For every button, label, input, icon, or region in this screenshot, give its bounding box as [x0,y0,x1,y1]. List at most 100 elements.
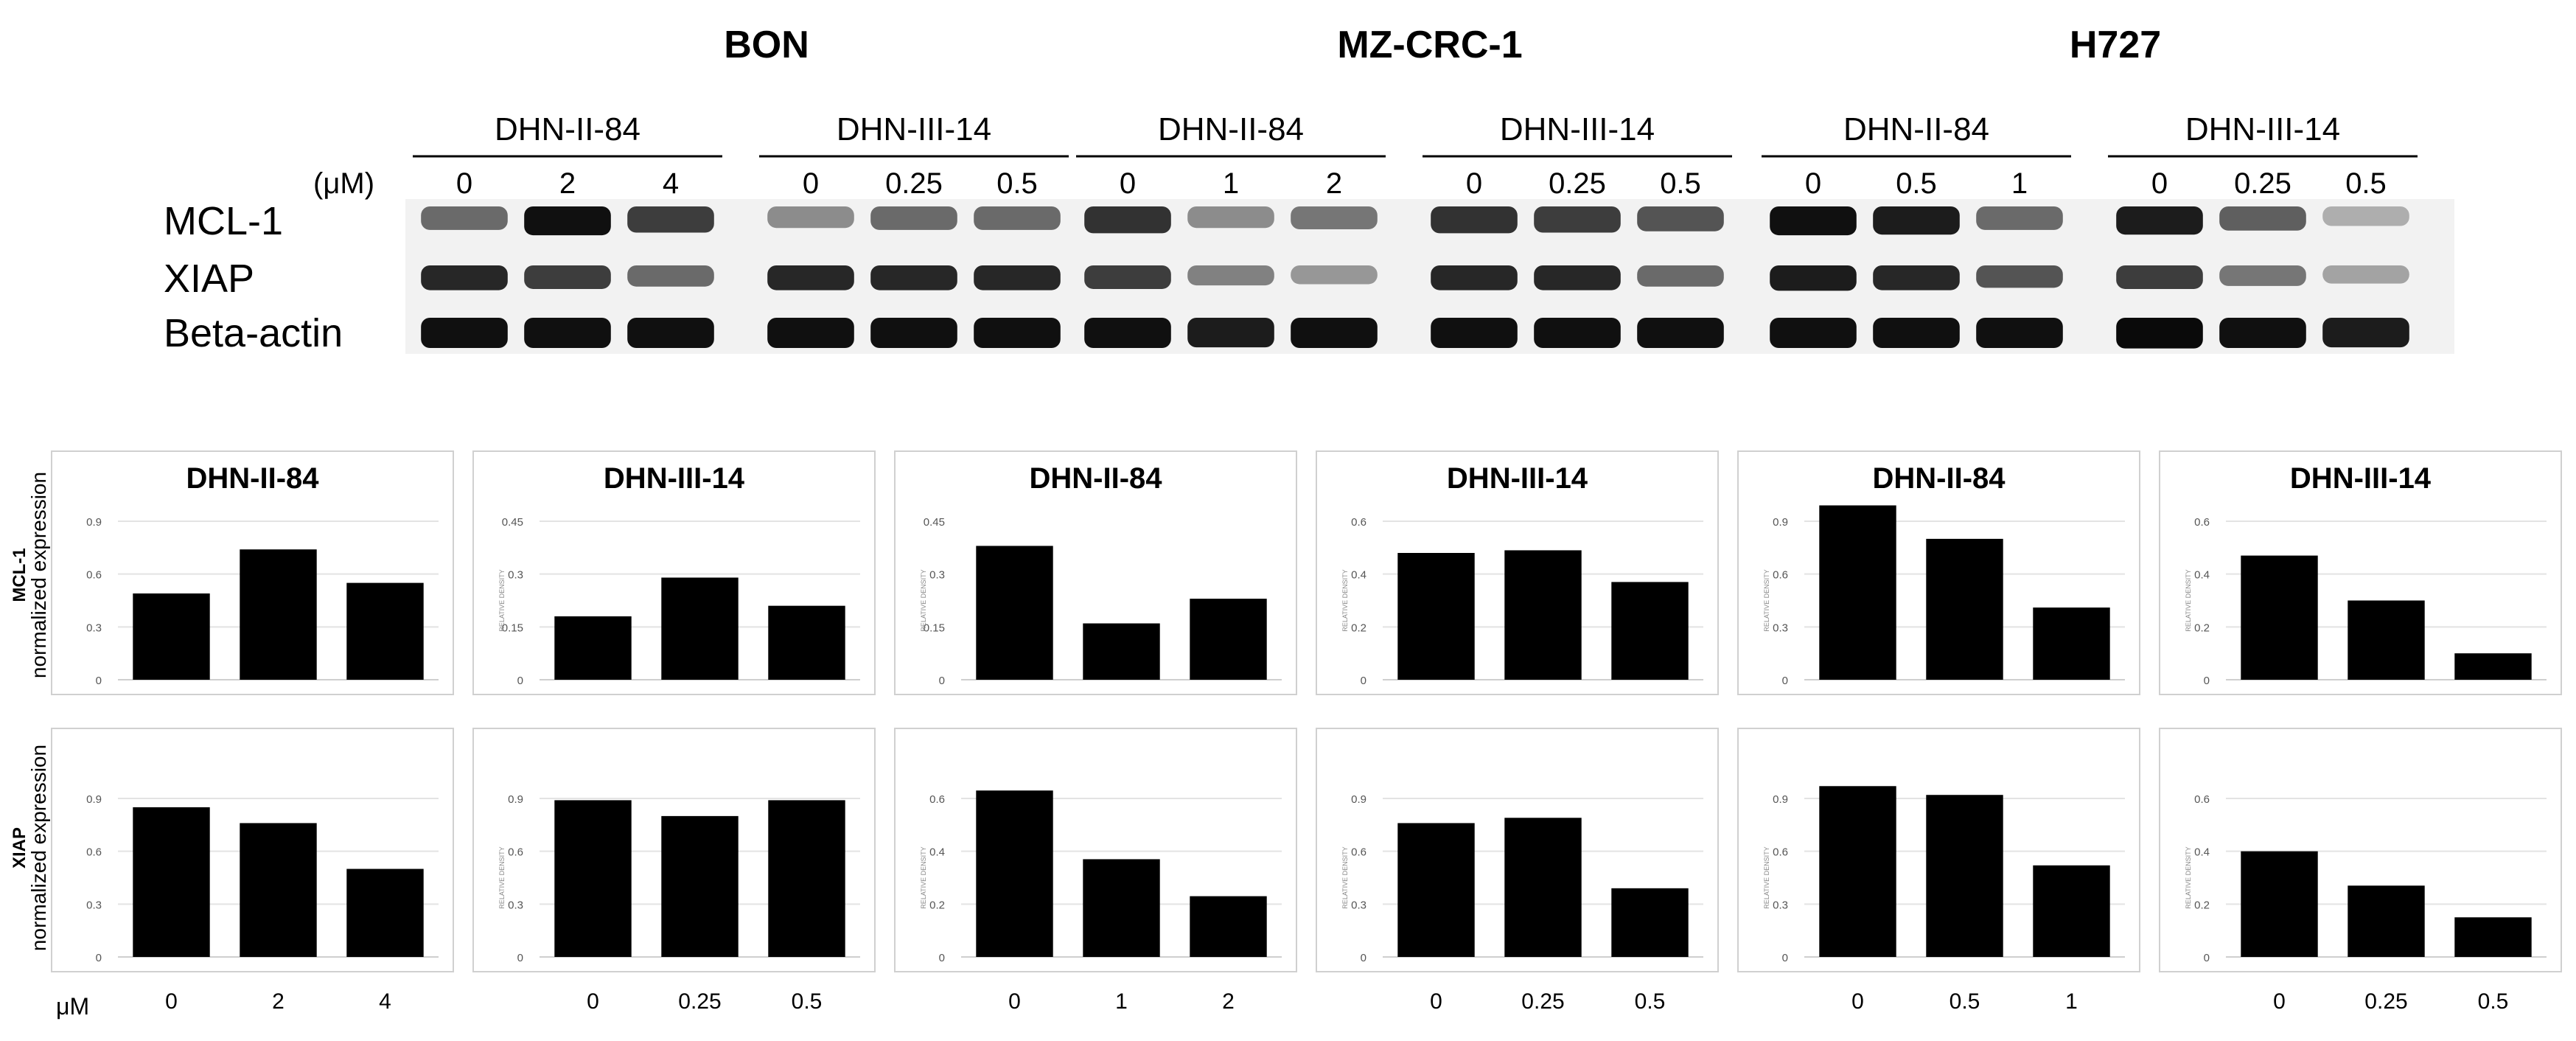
blot-dose-label: 1 [2011,167,2028,200]
x-tick-label: 0 [2273,989,2286,1014]
x-unit-label: μM [56,993,89,1020]
x-tick-label: 1 [2065,989,2078,1014]
chart-title: DHN-III-14 [2290,462,2432,495]
bar-2 [240,549,317,680]
bar-0 [2241,851,2318,957]
bar-0 [1397,823,1475,957]
chart-title: DHN-II-84 [186,462,319,495]
bar-0-25 [661,815,739,957]
bar-0-25 [1504,550,1582,680]
y-tick-label: 0 [1782,952,1788,964]
band-beta-actin-dhn-ii-84-2 [1291,318,1378,349]
bar-0 [1819,786,1896,957]
blot-drug-label: DHN-II-84 [1158,111,1304,147]
y-axis-label: RELATIVE DENSITY [2185,569,2192,631]
y-axis-label: RELATIVE DENSITY [498,846,506,908]
chart-h727-mcl-1-dhn-ii-84: DHN-II-84 0 0.3 0.6 0.9 RELATIVE DENSITY [1737,450,2140,695]
x-tick-label: 2 [1222,989,1235,1014]
y-tick-label: 0 [939,675,945,687]
y-tick-label: 0.4 [929,846,945,859]
blot-drug-label: DHN-II-84 [1843,111,1989,147]
y-tick-label: 0.3 [508,569,523,582]
chart-h727-xiap-dhn-iii-14: 0 0.2 0.4 0.6 RELATIVE DENSITY 0 0.25 0.5 [2159,728,2562,1014]
chart-mz-crc-1-mcl-1-dhn-ii-84: DHN-II-84 0 0.15 0.3 0.45 RELATIVE DENSITY [894,450,1297,695]
x-tick-label: 0.25 [678,989,721,1014]
blot-dose-label: 0.5 [1896,167,1937,200]
band-xiap-dhn-ii-84-0 [1770,265,1857,291]
band-xiap-dhn-iii-14-0 [2116,265,2203,289]
band-beta-actin-dhn-iii-14-0-25 [1534,318,1621,349]
blot-dose-label: 0.25 [1549,167,1606,200]
band-beta-actin-dhn-ii-84-2 [524,318,611,349]
blot-unit-label: (μM) [313,167,374,200]
chart-bon-xiap-dhn-iii-14: 0 0.3 0.6 0.9 RELATIVE DENSITY 0 0.25 0.5 [472,728,876,1014]
x-tick-label: 0 [165,989,178,1014]
band-beta-actin-dhn-iii-14-0-5 [1637,318,1724,349]
band-mcl-1-dhn-iii-14-0-25 [1534,206,1621,233]
y-tick-label: 0.6 [2194,793,2210,806]
side-ylabel: normalized expression [27,745,50,951]
bar-1 [2033,607,2110,680]
chart-mz-crc-1-mcl-1-dhn-iii-14: DHN-III-14 0 0.2 0.4 0.6 RELATIVE DENSITY [1316,450,1719,695]
band-mcl-1-dhn-iii-14-0 [767,206,854,229]
band-mcl-1-dhn-iii-14-0 [1431,206,1518,234]
bar-0 [133,807,210,957]
blot-dose-label: 0 [1120,167,1136,200]
band-xiap-dhn-iii-14-0-25 [2219,265,2306,286]
y-tick-label: 0 [1361,952,1366,964]
blot-drug-label: DHN-III-14 [837,111,991,147]
blot-row-label-xiap: XIAP [164,257,254,301]
blot-dose-label: 1 [1223,167,1239,200]
chart-bon-mcl-1-dhn-ii-84: DHN-II-84 0 0.3 0.6 0.9 [51,450,454,695]
x-tick-label: 0.5 [1950,989,1980,1014]
bar-0-5 [2454,653,2532,680]
side-ylabel: normalized expression [27,472,50,678]
x-tick-label: 0.5 [1635,989,1666,1014]
x-tick-label: 0 [587,989,599,1014]
y-tick-label: 0.6 [508,846,523,859]
x-tick-label: 0.5 [2478,989,2509,1014]
blot-drug-label: DHN-III-14 [1500,111,1655,147]
y-tick-label: 0.9 [1773,516,1788,529]
chart-bon-mcl-1-dhn-iii-14: DHN-III-14 0 0.15 0.3 0.45 RELATIVE DENSITY [472,450,876,695]
y-tick-label: 0.2 [929,899,945,911]
band-mcl-1-dhn-iii-14-0-25 [870,206,957,230]
blot-dose-label: 0 [1805,167,1821,200]
y-tick-label: 0.6 [929,793,945,806]
x-tick-label: 0 [1430,989,1442,1014]
y-tick-label: 0.4 [2194,846,2210,859]
bar-0 [1819,505,1896,680]
y-tick-label: 0.3 [929,569,945,582]
blot-dose-label: 0.25 [2234,167,2291,200]
blot-dose-label: 0.5 [1660,167,1701,200]
chart-title: DHN-II-84 [1872,462,2006,495]
band-mcl-1-dhn-iii-14-0-5 [1637,206,1724,231]
bar-0 [976,546,1053,680]
y-tick-label: 0 [2204,952,2210,964]
y-axis-label: RELATIVE DENSITY [920,569,927,631]
y-axis-label: RELATIVE DENSITY [1341,569,1349,631]
y-tick-label: 0.9 [1351,793,1366,806]
y-tick-label: 0.2 [2194,899,2210,911]
y-tick-label: 0.3 [86,622,102,634]
band-mcl-1-dhn-ii-84-0 [1084,206,1171,234]
y-tick-label: 0.4 [1351,569,1366,582]
blot-dose-label: 0 [803,167,819,200]
band-beta-actin-dhn-ii-84-4 [627,318,714,349]
y-tick-label: 0.3 [508,899,523,911]
band-xiap-dhn-ii-84-1 [1187,265,1274,286]
blot-dose-label: 0.5 [996,167,1038,200]
band-mcl-1-dhn-ii-84-1 [1187,206,1274,229]
band-beta-actin-dhn-ii-84-0 [421,318,508,349]
bar-0-5 [1926,538,2003,680]
bar-0-25 [1504,818,1582,957]
band-beta-actin-dhn-iii-14-0-5 [2322,318,2409,348]
y-tick-label: 0.15 [924,622,945,634]
bar-0 [554,616,632,680]
y-tick-label: 0.6 [86,846,102,859]
y-tick-label: 0 [2204,675,2210,687]
band-mcl-1-dhn-iii-14-0-5 [974,206,1061,230]
